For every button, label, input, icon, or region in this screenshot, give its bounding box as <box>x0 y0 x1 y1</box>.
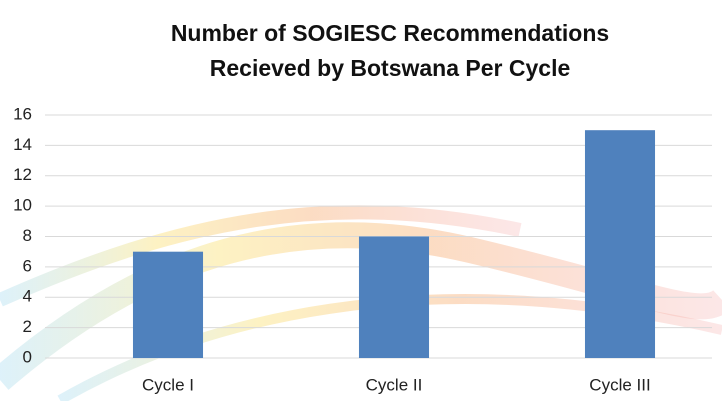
y-tick-label: 14 <box>13 135 32 154</box>
x-tick-label: Cycle I <box>142 375 194 394</box>
y-tick-label: 8 <box>23 226 32 245</box>
bar <box>132 251 204 358</box>
y-tick-label: 2 <box>23 317 32 336</box>
chart-title: Recieved by Botswana Per Cycle <box>210 55 571 81</box>
chart-title: Number of SOGIESC Recommendations <box>171 20 609 46</box>
y-tick-label: 0 <box>23 347 32 366</box>
y-tick-label: 16 <box>13 104 32 123</box>
y-tick-label: 10 <box>13 196 32 215</box>
x-tick-label: Cycle II <box>366 375 423 394</box>
x-tick-label: Cycle III <box>589 375 650 394</box>
y-tick-label: 6 <box>23 256 32 275</box>
bar <box>584 130 656 358</box>
bar <box>358 236 430 358</box>
y-tick-label: 12 <box>13 165 32 184</box>
y-tick-label: 4 <box>23 287 32 306</box>
